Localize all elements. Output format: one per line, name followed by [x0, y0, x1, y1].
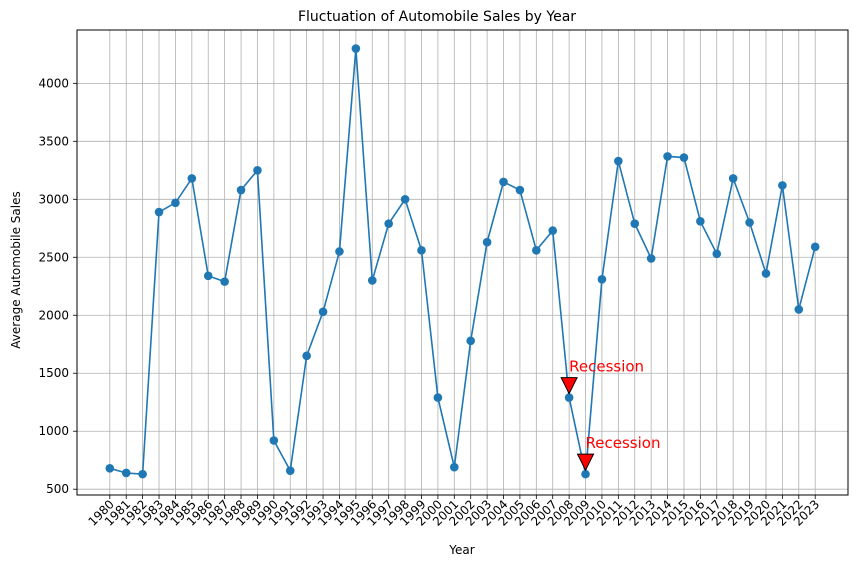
data-point — [138, 469, 147, 479]
plot-frame — [76, 29, 849, 496]
data-point — [187, 174, 197, 183]
annotation-label: Recession — [569, 358, 644, 376]
chart-title: Fluctuation of Automobile Sales by Year — [298, 9, 576, 25]
annotation-arrow — [560, 377, 578, 395]
data-point — [499, 177, 508, 187]
data-point — [302, 351, 311, 361]
data-point — [679, 153, 689, 162]
annotation-label: Recession — [586, 434, 661, 452]
data-point — [532, 246, 541, 255]
data-point — [663, 152, 672, 161]
x-axis-title: Year — [448, 543, 474, 557]
data-point — [269, 436, 279, 445]
gridlines — [77, 30, 848, 495]
y-tick-label: 4000 — [38, 76, 69, 90]
data-point — [614, 156, 623, 166]
y-axis-title: Average Automobile Sales — [9, 191, 23, 348]
y-tick-label: 1500 — [38, 366, 69, 380]
data-point — [154, 207, 164, 217]
data-point — [351, 44, 361, 53]
data-point — [630, 219, 640, 228]
data-point — [794, 305, 804, 314]
data-point — [318, 307, 328, 317]
data-point — [712, 249, 722, 259]
series-line — [109, 48, 816, 475]
axes: 1980198119821983198419851986198719881989… — [38, 76, 822, 528]
data-point — [745, 218, 754, 227]
data-point — [449, 462, 459, 472]
annotation-arrow — [576, 453, 595, 472]
data-point — [417, 246, 426, 255]
data-point — [597, 275, 607, 284]
data-point — [203, 271, 213, 281]
y-tick-label: 3500 — [38, 134, 69, 148]
data-point — [761, 269, 771, 278]
data-point — [433, 393, 443, 402]
y-tick-label: 2500 — [38, 250, 69, 264]
data-point — [646, 254, 656, 263]
data-point — [400, 195, 410, 204]
data-point — [778, 181, 787, 190]
data-point — [285, 466, 295, 475]
data-point — [548, 226, 558, 235]
data-point — [253, 166, 262, 175]
data-point — [171, 198, 180, 208]
y-tick-label: 3000 — [38, 192, 69, 206]
y-tick-label: 1000 — [38, 424, 69, 438]
data-point — [335, 247, 344, 256]
data-point — [810, 242, 820, 252]
data-point — [482, 237, 492, 247]
data-point — [728, 174, 738, 183]
data-point — [466, 336, 476, 346]
data-point — [581, 469, 590, 479]
data-point — [220, 277, 229, 286]
y-tick-label: 2000 — [38, 308, 69, 322]
data-point — [564, 393, 574, 402]
data-point — [515, 185, 525, 195]
data-point — [121, 468, 131, 478]
data-point — [105, 464, 115, 473]
series-layer — [105, 44, 820, 479]
data-point — [367, 276, 377, 285]
data-point — [696, 217, 705, 226]
y-tick-label: 500 — [46, 482, 69, 496]
annotation-layer: Recession Recession — [560, 358, 661, 472]
data-point — [384, 219, 393, 228]
data-point — [236, 185, 246, 195]
